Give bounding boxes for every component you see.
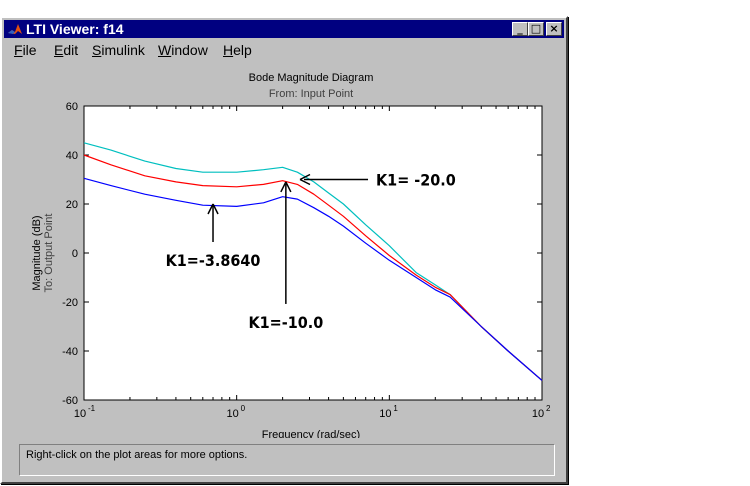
y-tick-label: 60 [66, 101, 78, 113]
menu-simulink[interactable]: Simulink [92, 42, 145, 58]
x-tick-label: 10 [379, 408, 391, 420]
matlab-logo-icon [7, 21, 23, 37]
minimize-button[interactable]: _ [512, 22, 528, 36]
y-tick-label: -60 [62, 395, 78, 407]
annotation-label: K1=-10.0 [248, 313, 323, 332]
status-bar: Right-click on the plot areas for more o… [19, 444, 555, 476]
annotation-label: K1= -20.0 [376, 171, 456, 190]
chart-title: Bode Magnitude Diagram [249, 72, 374, 84]
y-axis-ticks: -60 -40 -20 0 20 40 60 [62, 101, 542, 407]
x-tick-exponent: 0 [241, 404, 246, 413]
lti-viewer-window: LTI Viewer: f14 _ □ × File Edit Simulink… [0, 16, 568, 484]
x-axis-ticks: 10 -1 10 0 10 1 10 2 [74, 106, 551, 420]
bode-curve [83, 177, 543, 381]
bode-plot-area[interactable]: Bode Magnitude Diagram From: Input Point… [2, 18, 568, 438]
y-axis-label: Magnitude (dB) [31, 215, 43, 290]
annotation-arrowhead [207, 203, 219, 215]
y-tick-label: -20 [62, 297, 78, 309]
menu-edit[interactable]: Edit [54, 42, 79, 58]
x-tick-label: 10 [74, 408, 86, 420]
y-tick-label: 40 [66, 150, 78, 162]
x-tick-exponent: 1 [393, 404, 398, 413]
x-tick-label: 10 [532, 408, 544, 420]
y-tick-label: 0 [72, 248, 78, 260]
window-title: LTI Viewer: f14 [26, 21, 124, 37]
status-text: Right-click on the plot areas for more o… [26, 449, 248, 461]
menu-file[interactable]: File [14, 42, 37, 58]
curves-group [83, 142, 543, 381]
chart-subtitle: From: Input Point [269, 88, 353, 100]
close-button[interactable]: × [546, 22, 562, 36]
y-tick-label: -40 [62, 346, 78, 358]
y-tick-label: 20 [66, 199, 78, 211]
x-tick-label: 10 [227, 408, 239, 420]
annotation-label: K1=-3.8640 [166, 251, 261, 270]
y-axis-output-label: To: Output Point [43, 214, 55, 293]
x-tick-exponent: -1 [88, 404, 96, 413]
annotation-arrowhead [280, 181, 292, 193]
x-tick-exponent: 2 [546, 404, 551, 413]
menu-help[interactable]: Help [223, 42, 252, 58]
menu-window[interactable]: Window [158, 42, 208, 58]
maximize-button[interactable]: □ [528, 22, 544, 36]
annotations-group: K1= -20.0 K1=-3.8640 K1=-10.0 [166, 171, 456, 332]
menu-bar: File Edit Simulink Window Help [4, 39, 564, 59]
annotation-arrowhead [299, 173, 311, 186]
plot-axes-box[interactable] [83, 105, 543, 401]
x-axis-label: Frequency (rad/sec) [262, 429, 360, 438]
bode-curve [83, 154, 543, 381]
title-bar[interactable]: LTI Viewer: f14 _ □ × [4, 20, 564, 38]
